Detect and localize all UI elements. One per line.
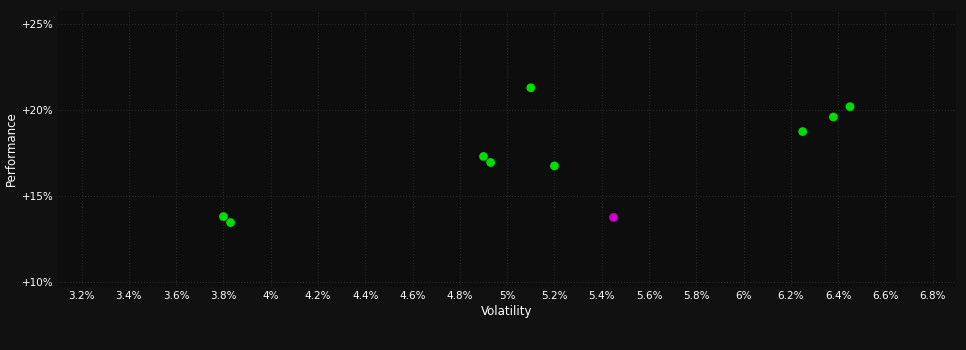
Point xyxy=(523,85,538,91)
X-axis label: Volatility: Volatility xyxy=(481,305,533,318)
Point xyxy=(215,214,231,219)
Point xyxy=(842,104,858,110)
Point xyxy=(223,220,239,225)
Point xyxy=(826,114,841,120)
Y-axis label: Performance: Performance xyxy=(5,111,18,186)
Point xyxy=(795,129,810,134)
Point xyxy=(476,154,492,159)
Point xyxy=(606,215,621,220)
Point xyxy=(483,160,498,165)
Point xyxy=(547,163,562,169)
